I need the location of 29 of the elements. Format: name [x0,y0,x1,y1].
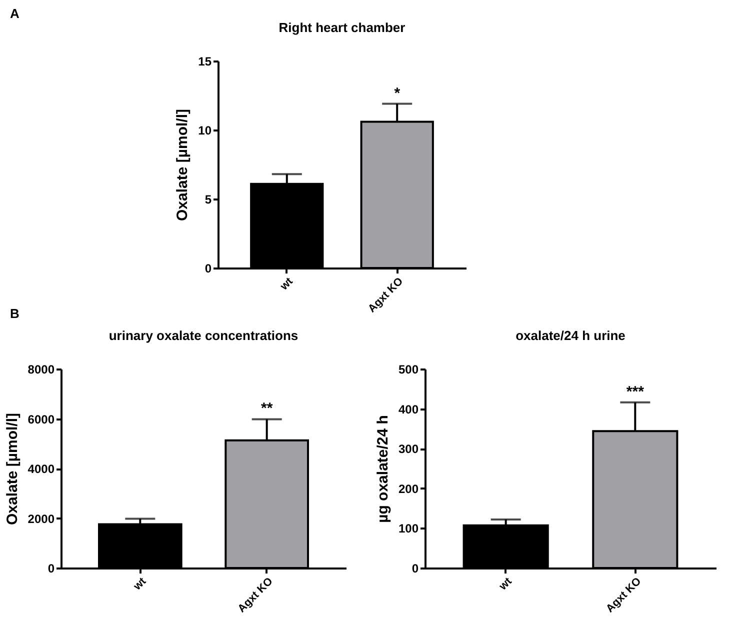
text: B [10,306,20,321]
chart-title: oxalate/24 h urine [516,328,626,343]
y-tick-label: 400 [398,402,419,416]
annotation: ** [260,400,273,418]
y-tick-label: 500 [398,362,419,376]
y-tick-label: 8000 [28,362,55,376]
y-tick-label: 200 [398,482,419,496]
y-tick-label: 4000 [28,462,55,476]
x-tick-label: wt [278,275,296,294]
text: A [10,6,20,21]
y-tick-label: 6000 [28,412,55,426]
y-tick-label: 5 [204,192,212,206]
annotation: * [394,84,400,102]
y-tick-label: 100 [398,522,419,536]
x-tick-label: wt [130,575,149,594]
y-tick-label: 15 [198,54,212,68]
annotation: *** [626,383,644,400]
y-axis-title: Oxalate [µmol/l] [4,412,21,526]
y-axis-title: Oxalate [µmol/l] [174,108,192,222]
y-tick-label: 10 [198,124,212,138]
y-tick-label: 2000 [28,512,55,526]
y-axis-title: µg oxalate/24 h [374,415,392,523]
y-tick-label: 300 [398,442,419,456]
y-tick-label: 0 [204,262,212,276]
chart-title: urinary oxalate concentrations [108,328,298,343]
chart-title: Right heart chamber [278,20,406,35]
y-tick-label: 0 [412,562,419,576]
y-tick-label: 0 [48,562,55,576]
x-tick-label: wt [496,575,515,594]
